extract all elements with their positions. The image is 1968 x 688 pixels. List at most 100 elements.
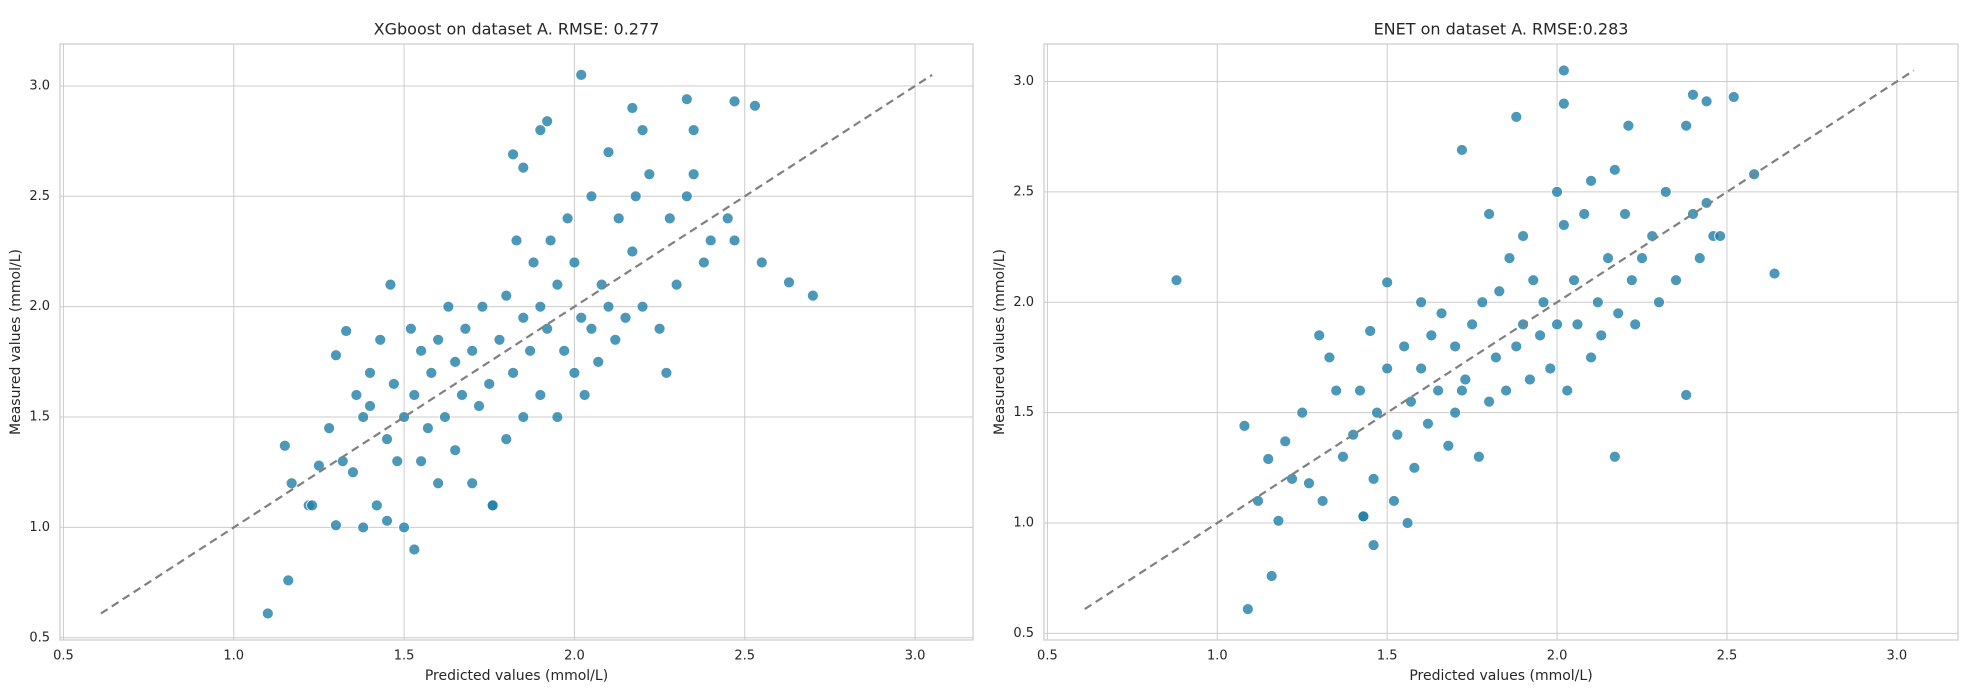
scatter-chart: 0.5 1.0 1.5 2.0 2.5 3.0 0.5 1.0 1.5 2.0 2.5 3.0 XGbo…	[8, 20, 974, 684]
data-point	[687, 168, 700, 181]
reference-line	[100, 73, 933, 615]
data-point	[425, 367, 438, 379]
data-point	[1727, 91, 1740, 103]
data-point	[323, 422, 336, 434]
data-point	[1330, 384, 1343, 397]
data-point	[1493, 285, 1506, 298]
data-point	[602, 146, 615, 159]
data-point	[456, 389, 468, 401]
data-point	[534, 300, 547, 313]
data-point	[432, 333, 445, 346]
data-point	[1238, 419, 1251, 432]
data-point	[1405, 395, 1417, 408]
data-point	[1381, 362, 1394, 375]
data-point	[551, 411, 564, 423]
x-tick-label: 2.5	[1717, 649, 1738, 664]
data-point	[449, 355, 462, 368]
data-point	[282, 574, 295, 587]
data-point	[1449, 340, 1462, 353]
data-point	[663, 212, 676, 225]
x-axis-label: Predicted values (mmol/L)	[425, 668, 608, 684]
data-point	[374, 333, 387, 346]
data-point	[1500, 384, 1512, 397]
data-point	[1422, 417, 1434, 430]
chart-title: ENET on dataset A. RMSE:0.283	[1374, 20, 1629, 39]
data-point	[1241, 603, 1254, 615]
data-point	[285, 477, 298, 490]
data-point	[626, 245, 639, 258]
data-point	[398, 411, 410, 423]
data-point	[1354, 384, 1366, 397]
data-point	[1551, 318, 1563, 331]
data-point	[1510, 110, 1523, 123]
data-point	[1670, 274, 1682, 287]
data-point	[697, 256, 710, 269]
plot-area	[1044, 44, 1958, 640]
data-point	[551, 278, 564, 291]
data-point	[1636, 252, 1648, 265]
data-point	[1612, 307, 1625, 320]
data-point	[1768, 267, 1781, 280]
data-point	[1262, 453, 1275, 465]
plot-frame	[1043, 43, 1959, 641]
plot-area	[60, 44, 973, 640]
data-point	[1473, 450, 1485, 463]
data-point	[432, 477, 445, 490]
data-point	[1391, 428, 1404, 441]
data-point	[1337, 450, 1349, 463]
data-point	[1265, 570, 1278, 582]
data-point	[1619, 208, 1631, 220]
data-point	[1527, 274, 1540, 287]
data-point	[330, 519, 342, 532]
data-point	[1653, 296, 1665, 309]
data-point	[1687, 208, 1699, 220]
data-point	[544, 234, 557, 247]
data-point	[1561, 384, 1574, 397]
data-point	[636, 124, 649, 136]
data-point	[1591, 296, 1604, 309]
y-tick-label: 2.0	[1013, 295, 1034, 310]
data-point	[415, 455, 428, 468]
data-point	[517, 411, 530, 423]
data-point	[1435, 307, 1448, 320]
data-point	[575, 69, 588, 81]
data-point	[1571, 318, 1584, 331]
data-point	[1608, 450, 1621, 463]
x-tick-label: 0.5	[53, 649, 74, 664]
data-point	[1693, 252, 1706, 265]
data-point	[1316, 495, 1329, 507]
data-point	[493, 333, 506, 346]
data-point	[261, 607, 274, 620]
data-point	[1272, 514, 1285, 527]
x-tick-label: 2.5	[734, 649, 755, 664]
data-point	[466, 344, 479, 357]
y-tick-label: 3.0	[1013, 74, 1034, 89]
data-point	[364, 400, 376, 412]
data-point	[1415, 296, 1428, 309]
data-point	[612, 212, 625, 225]
data-point	[1503, 252, 1516, 265]
data-point	[1629, 318, 1642, 331]
data-point	[442, 300, 455, 313]
data-point	[517, 161, 530, 174]
data-point	[1347, 428, 1360, 441]
y-tick-label: 0.5	[1013, 626, 1034, 641]
data-point	[1364, 325, 1377, 337]
x-tick-label: 1.0	[223, 649, 244, 664]
data-point	[1367, 472, 1380, 485]
data-point	[602, 300, 615, 313]
data-point	[357, 411, 370, 423]
x-tick-label: 3.0	[905, 649, 926, 664]
data-point	[1381, 276, 1394, 289]
y-tick-label: 1.5	[1013, 405, 1034, 420]
data-point	[439, 411, 451, 423]
data-point	[1568, 274, 1580, 287]
data-point	[1585, 174, 1597, 187]
data-point	[1517, 230, 1529, 242]
data-point	[422, 422, 434, 434]
data-point	[1459, 373, 1472, 386]
data-point	[473, 400, 485, 412]
x-tick-label: 2.0	[1547, 649, 1568, 664]
data-point	[1456, 144, 1468, 156]
data-point	[1585, 351, 1597, 364]
